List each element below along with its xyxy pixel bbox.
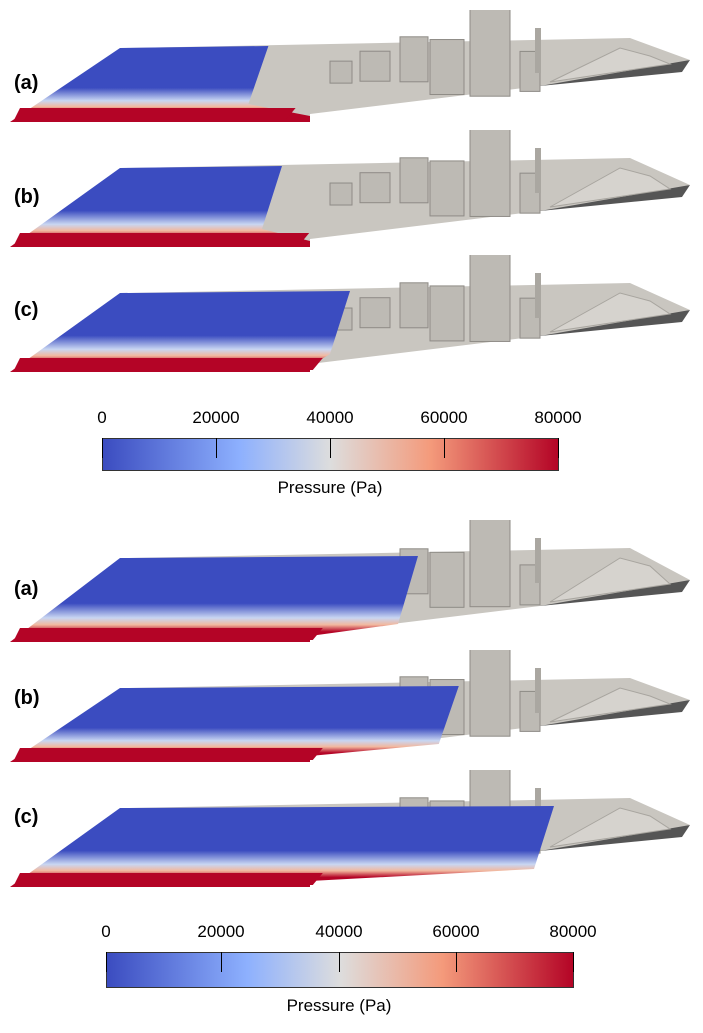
colorbar-title: Pressure (Pa) (277, 478, 383, 497)
simulation-render (10, 520, 690, 642)
building (429, 160, 465, 217)
colorbar-tick-label: 60000 (420, 408, 468, 427)
high-pressure-zone (14, 233, 310, 245)
high-pressure-zone (14, 748, 323, 760)
high-pressure-zone (14, 358, 323, 370)
colorbar-tick (102, 438, 103, 458)
colorbar-tick (221, 952, 222, 972)
colorbar-tick-label: 60000 (432, 922, 480, 941)
terrain-mound (549, 557, 672, 603)
colorbar-tick (339, 952, 340, 972)
colorbar: 0 20000 40000 60000 80000 Pressure (Pa) (0, 922, 703, 1027)
colorbar-tick-label: 40000 (306, 408, 354, 427)
building (359, 50, 391, 82)
water-body (10, 556, 418, 642)
building (399, 36, 429, 83)
water-body (10, 46, 310, 122)
building (359, 297, 391, 329)
high-pressure-zone (14, 628, 323, 640)
colorbar-tick (444, 438, 445, 458)
building (429, 39, 465, 96)
simulation-render (10, 130, 690, 247)
building (399, 282, 429, 329)
simulation-render (10, 770, 690, 887)
panel-label: (b) (14, 687, 40, 709)
panel-g1-b: (b) (0, 130, 703, 255)
colorbar-tick-label: 0 (101, 922, 111, 941)
colorbar-tick-label: 80000 (534, 408, 582, 427)
water-body (10, 686, 459, 762)
colorbar-tick (573, 952, 574, 972)
terrain-mound (549, 167, 672, 208)
tower (535, 668, 541, 713)
building (399, 157, 429, 204)
simulation-render (10, 10, 690, 122)
building (469, 10, 511, 97)
colorbar-tick-label: 40000 (315, 922, 363, 941)
colorbar-tick-label: 0 (97, 408, 107, 427)
building (469, 520, 511, 608)
colorbar-tick (106, 952, 107, 972)
colorbar: 0 20000 40000 60000 80000 Pressure (Pa) (0, 408, 703, 503)
colorbar-tick (330, 438, 331, 458)
panel-g1-a: (a) (0, 10, 703, 130)
colorbar-tick-label: 80000 (549, 922, 597, 941)
terrain-mound (549, 292, 672, 333)
terrain-mound (549, 807, 672, 848)
high-pressure-zone (14, 873, 323, 885)
panel-g2-b: (b) (0, 650, 703, 770)
colorbar-tick (456, 952, 457, 972)
colorbar-tick-label: 20000 (197, 922, 245, 941)
colorbar-tick (558, 438, 559, 458)
panel-label: (a) (14, 578, 39, 600)
terrain-mound (549, 47, 672, 83)
simulation-render (10, 650, 690, 762)
colorbar-tick (216, 438, 217, 458)
building (469, 130, 511, 217)
building (359, 172, 391, 204)
panel-label: (a) (14, 72, 39, 94)
panel-label: (c) (14, 299, 39, 321)
water-body (10, 806, 554, 887)
water-body (10, 166, 310, 247)
tower (535, 273, 541, 318)
building (429, 551, 465, 608)
colorbar-title: Pressure (Pa) (286, 996, 392, 1015)
tower (535, 28, 541, 73)
panel-label: (c) (14, 806, 39, 828)
panel-g1-c: (c) (0, 255, 703, 380)
panel-label: (b) (14, 186, 40, 208)
high-pressure-zone (14, 108, 296, 120)
colorbar-gradient (106, 952, 574, 988)
simulation-render (10, 255, 690, 372)
building (329, 182, 353, 206)
panel-g2-a: (a) (0, 520, 703, 650)
building (469, 255, 511, 342)
building (429, 285, 465, 342)
tower (535, 148, 541, 193)
building (329, 60, 353, 84)
water-body (10, 291, 350, 372)
panel-g2-c: (c) (0, 770, 703, 895)
colorbar-tick-label: 20000 (192, 408, 240, 427)
terrain-mound (549, 687, 672, 723)
tower (535, 538, 541, 583)
building (469, 650, 511, 737)
